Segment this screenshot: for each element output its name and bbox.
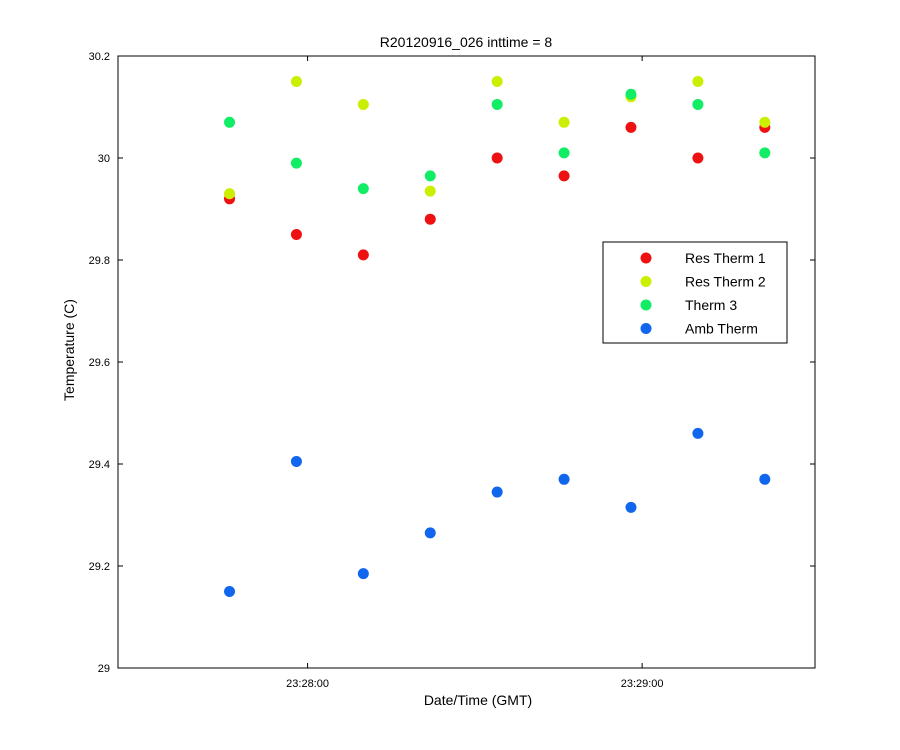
data-point-series-1 bbox=[357, 249, 369, 261]
legend-marker bbox=[640, 299, 652, 311]
data-point-series-3 bbox=[558, 147, 570, 159]
data-point-series-2 bbox=[424, 185, 436, 197]
data-point-series-3 bbox=[491, 98, 503, 110]
y-tick-label: 29 bbox=[98, 663, 110, 675]
data-point-series-3 bbox=[625, 88, 637, 100]
data-point-series-4 bbox=[625, 501, 637, 513]
legend-label: Res Therm 2 bbox=[685, 274, 766, 290]
y-axis-label: Temperature (C) bbox=[61, 299, 77, 401]
data-point-series-4 bbox=[759, 473, 771, 485]
y-tick-label: 30.2 bbox=[89, 51, 110, 63]
data-point-series-3 bbox=[692, 98, 704, 110]
x-axis-label: Date/Time (GMT) bbox=[424, 692, 532, 708]
data-point-series-2 bbox=[357, 98, 369, 110]
legend-label: Res Therm 1 bbox=[685, 250, 766, 266]
data-point-series-2 bbox=[224, 188, 236, 200]
data-point-series-2 bbox=[558, 116, 570, 128]
data-point-series-4 bbox=[290, 455, 302, 467]
legend-label: Amb Therm bbox=[685, 321, 758, 337]
legend-label: Therm 3 bbox=[685, 297, 737, 313]
data-point-series-2 bbox=[692, 76, 704, 87]
x-axis: 23:28:00 23:29:00 bbox=[286, 56, 664, 690]
data-point-series-1 bbox=[692, 152, 704, 164]
data-point-series-2 bbox=[290, 76, 302, 87]
data-point-series-1 bbox=[558, 170, 570, 182]
data-point-series-1 bbox=[424, 213, 436, 225]
data-point-series-1 bbox=[491, 152, 503, 164]
data-point-series-4 bbox=[357, 568, 369, 580]
x-tick-label: 23:29:00 bbox=[621, 678, 664, 690]
plot-area bbox=[117, 55, 816, 669]
data-point-series-3 bbox=[759, 147, 771, 159]
y-tick-label: 29.6 bbox=[89, 357, 110, 369]
y-tick-label: 29.2 bbox=[89, 561, 110, 573]
data-point-series-3 bbox=[224, 116, 236, 128]
data-point-series-3 bbox=[357, 183, 369, 195]
data-points bbox=[224, 76, 771, 597]
y-tick-label: 30 bbox=[98, 153, 110, 165]
data-point-series-2 bbox=[491, 76, 503, 87]
data-point-series-4 bbox=[558, 473, 570, 485]
data-point-series-4 bbox=[692, 427, 704, 439]
legend-marker bbox=[640, 323, 652, 334]
y-tick-label: 29.8 bbox=[89, 255, 110, 267]
data-point-series-4 bbox=[491, 486, 503, 498]
data-point-series-1 bbox=[290, 229, 302, 240]
data-point-series-1 bbox=[625, 121, 637, 133]
chart-title: R20120916_026 inttime = 8 bbox=[380, 34, 553, 50]
data-point-series-3 bbox=[424, 170, 436, 182]
legend: Res Therm 1 Res Therm 2 Therm 3 Amb Therm bbox=[602, 241, 788, 344]
x-tick-label: 23:28:00 bbox=[286, 678, 329, 690]
data-point-series-4 bbox=[424, 527, 436, 539]
legend-marker bbox=[640, 276, 652, 287]
legend-marker bbox=[640, 252, 652, 264]
data-point-series-2 bbox=[759, 116, 771, 128]
y-tick-label: 29.4 bbox=[89, 459, 110, 471]
data-point-series-4 bbox=[224, 586, 236, 597]
y-axis: 29 29.2 29.4 29.6 29.8 30 30.2 bbox=[89, 51, 815, 675]
data-point-series-3 bbox=[290, 157, 302, 169]
legend-box bbox=[602, 241, 788, 344]
